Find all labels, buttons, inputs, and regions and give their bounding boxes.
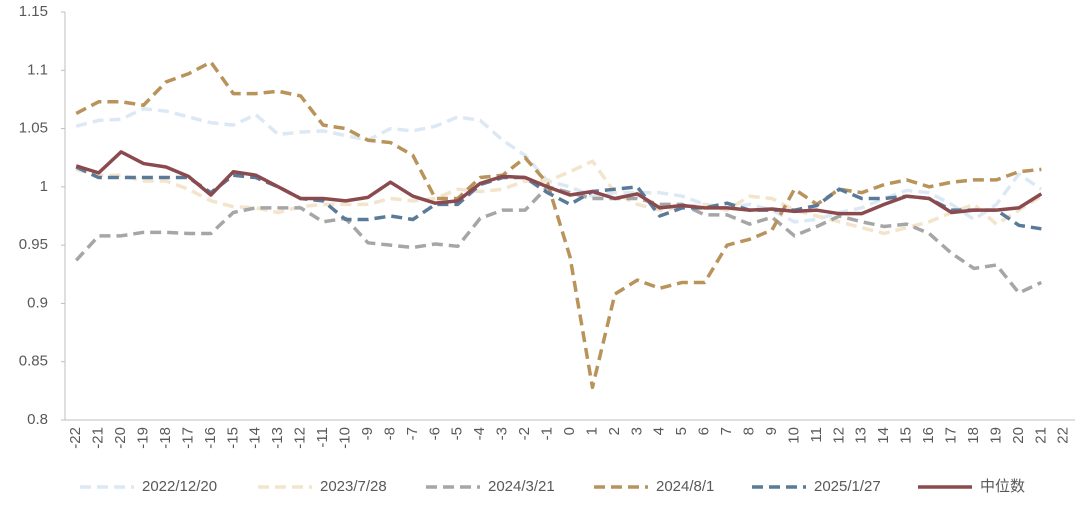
x-tick-label: 13 [853,427,870,444]
x-tick-label: 14 [875,427,892,444]
x-tick-label: 12 [830,427,847,444]
x-tick-label: 22 [1055,427,1072,444]
x-tick-label: 8 [741,427,758,435]
x-tick-label: -15 [224,427,241,449]
x-tick-label: -19 [135,427,152,449]
legend-label: 2023/7/28 [320,478,387,495]
x-tick-label: 15 [898,427,915,444]
x-tick-label: -6 [426,427,443,440]
y-tick-label: 1.05 [19,120,48,137]
x-tick-label: 6 [696,427,713,435]
x-tick-label: 10 [785,427,802,444]
y-tick-label: 1.1 [27,61,48,78]
series-line [74,185,1043,295]
series-line [75,60,1042,390]
x-tick-label: 1 [583,427,600,435]
y-tick-label: 0.85 [19,353,48,370]
x-tick-label: -13 [269,427,286,449]
x-tick-label: 2 [606,427,623,435]
y-tick-label: 0.95 [19,236,48,253]
x-tick-label: -8 [381,427,398,440]
y-tick-label: 0.9 [27,294,48,311]
x-tick-label: 19 [987,427,1004,444]
x-tick-label: -2 [516,427,533,440]
legend-label: 中位数 [980,478,1025,495]
x-tick-label: -5 [449,427,466,440]
x-tick-label: 3 [628,427,645,435]
x-tick-label: 16 [920,427,937,444]
x-tick-label: -16 [202,427,219,449]
x-tick-label: 4 [651,427,668,435]
series-line [75,107,1043,224]
x-tick-label: -21 [90,427,107,449]
x-tick-label: -4 [471,427,488,440]
x-tick-label: -12 [292,427,309,449]
x-tick-label: -1 [539,427,556,440]
y-tick-label: 1 [40,178,48,195]
x-tick-label: 0 [561,427,578,435]
y-tick-label: 0.8 [27,411,48,428]
x-tick-label: -18 [157,427,174,449]
series-line [75,165,1042,231]
x-tick-label: 18 [965,427,982,444]
x-tick-label: 5 [673,427,690,435]
x-tick-label: -11 [314,427,331,448]
x-tick-label: -20 [112,427,129,449]
legend-label: 2024/8/1 [656,478,714,495]
legend-label: 2022/12/20 [142,478,217,495]
x-tick-label: 21 [1032,427,1049,444]
series-line [75,159,1043,236]
x-tick-label: -17 [179,427,196,449]
series-line [75,150,1043,216]
x-tick-label: 9 [763,427,780,435]
x-tick-label: 20 [1010,427,1027,444]
x-tick-label: -14 [247,427,264,449]
x-tick-label: -3 [494,427,511,440]
legend-label: 2024/3/21 [488,478,555,495]
x-tick-label: 17 [943,427,960,444]
x-tick-label: -7 [404,427,421,440]
x-tick-label: -10 [337,427,354,449]
x-tick-label: -22 [67,427,84,449]
x-tick-label: -9 [359,427,376,440]
legend-label: 2025/1/27 [814,478,881,495]
x-tick-label: 11 [808,427,825,443]
y-tick-label: 1.15 [19,3,48,20]
x-tick-label: 7 [718,427,735,435]
